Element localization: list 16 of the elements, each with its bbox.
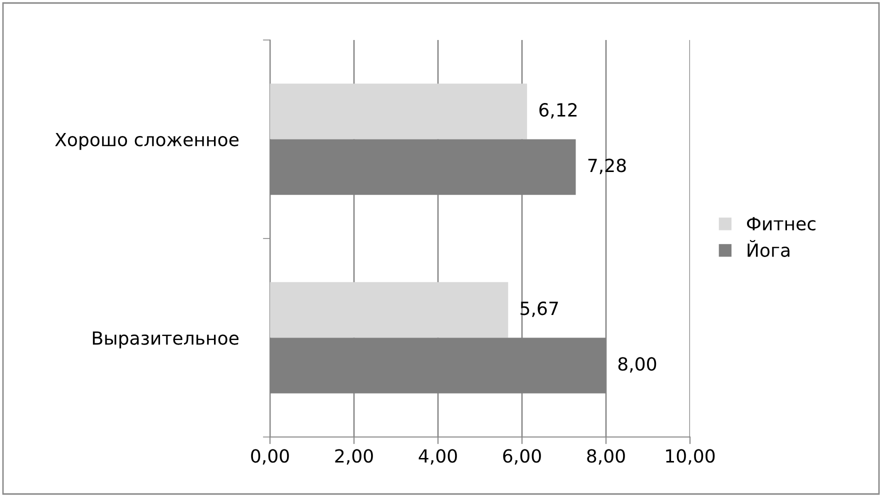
data-label: 7,28 — [588, 158, 626, 174]
y-tick-label: Выразительное — [92, 331, 238, 348]
y-tick-label: Хорошо сложенное — [55, 132, 238, 150]
x-tick-label: 6,00 — [503, 449, 541, 465]
x-tick-label: 0,00 — [251, 449, 289, 465]
x-tick-label: 10,00 — [666, 449, 715, 465]
x-tick-label: 2,00 — [335, 449, 373, 465]
legend-label: Йога — [748, 240, 790, 257]
bar — [270, 282, 508, 338]
data-label: 8,00 — [618, 357, 656, 373]
data-label: 6,12 — [539, 103, 577, 119]
legend-label: Фитнес — [747, 217, 816, 230]
bar — [270, 84, 528, 140]
data-label: 5,67 — [520, 302, 558, 318]
x-tick-label: 4,00 — [418, 449, 457, 465]
x-tick-label: 8,00 — [587, 449, 625, 465]
